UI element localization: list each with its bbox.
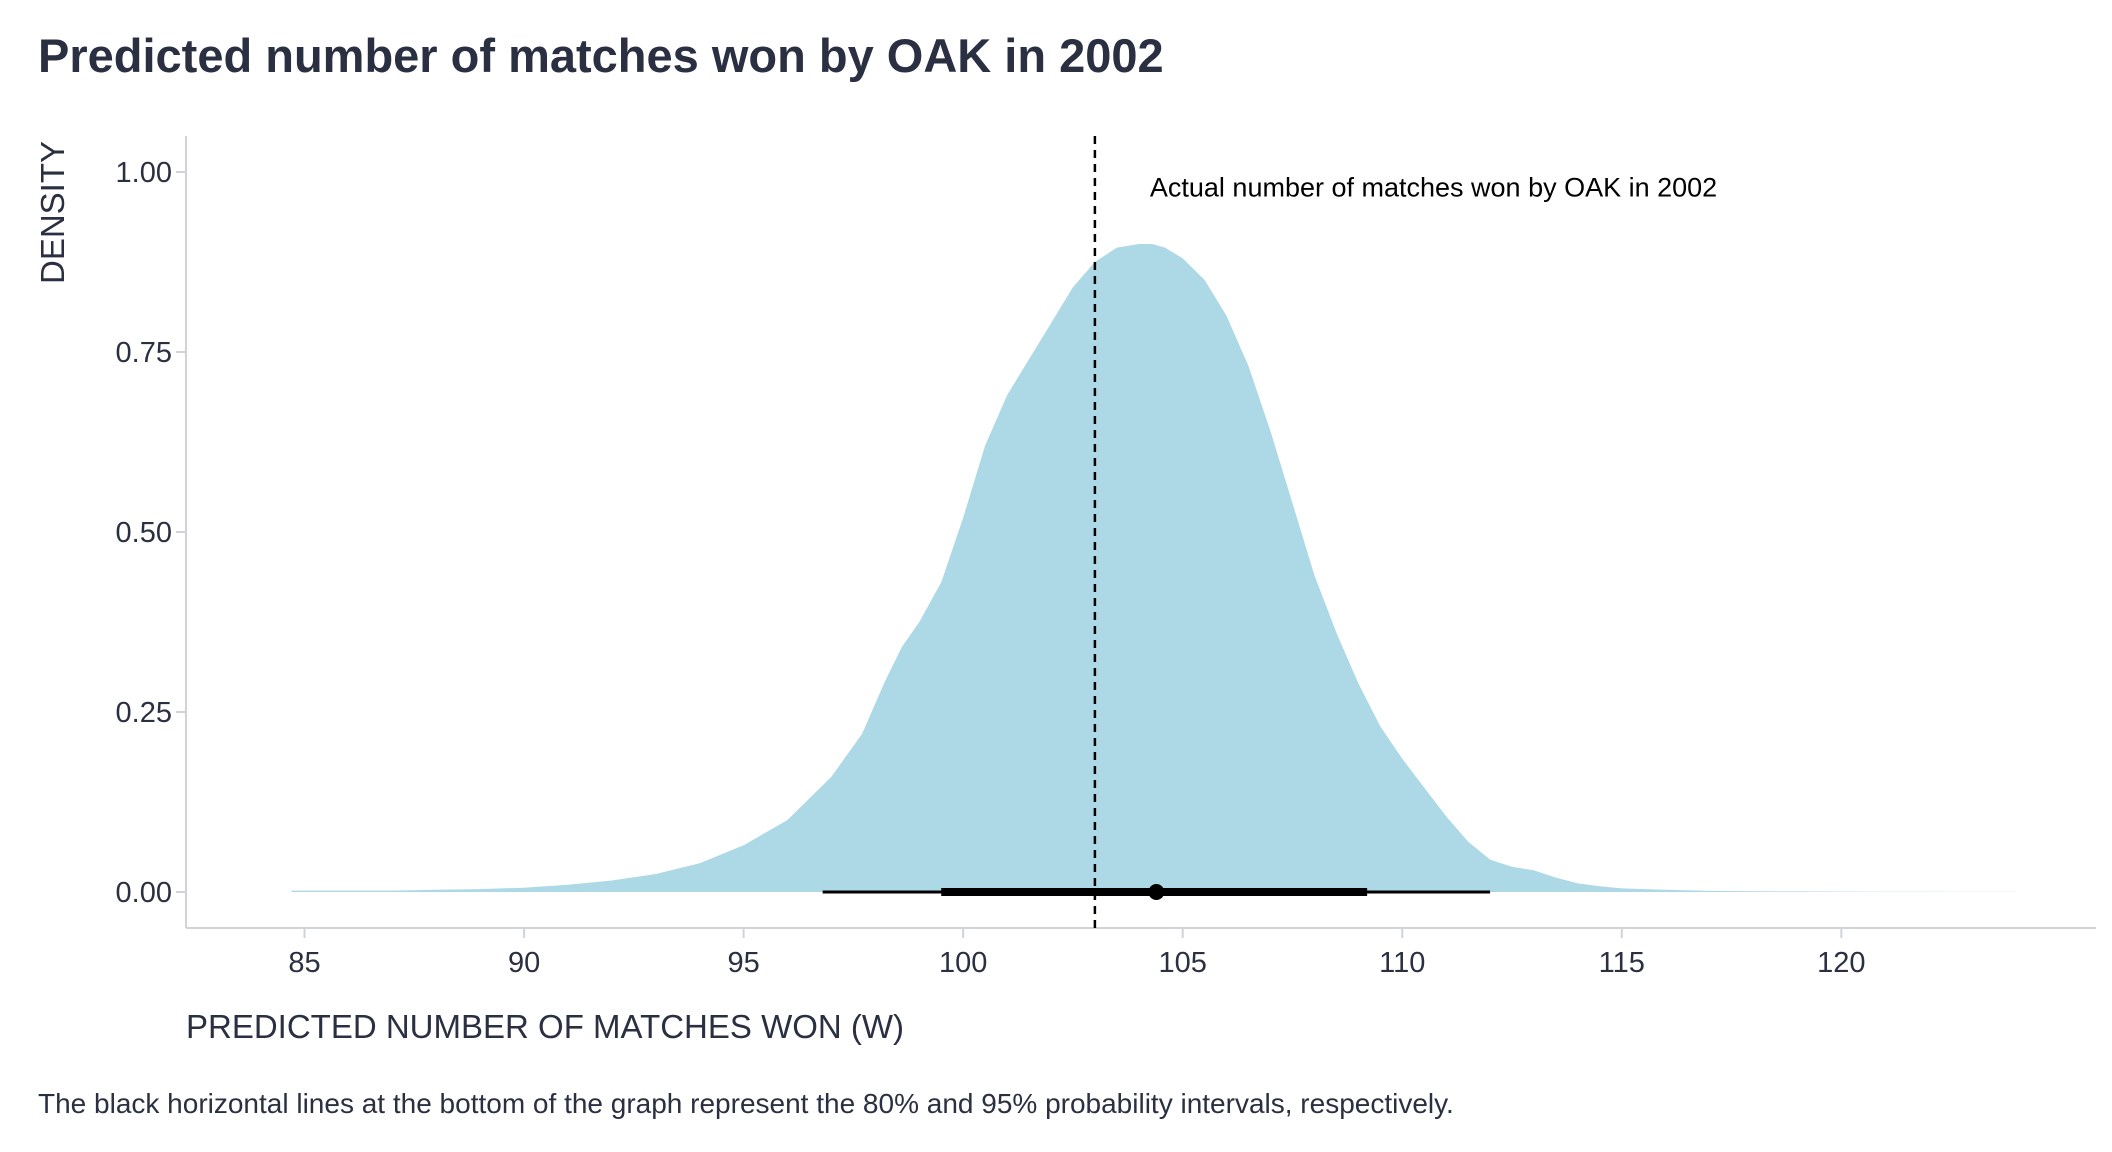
x-tick-label: 85 (288, 947, 320, 979)
y-tick-label: 0.75 (116, 337, 172, 369)
y-ticks: 0.00 0.25 0.50 0.75 1.00 (116, 157, 186, 909)
reference-line-label: Actual number of matches won by OAK in 2… (1150, 172, 1717, 202)
chart-caption: The black horizontal lines at the bottom… (38, 1088, 1454, 1119)
x-tick-label: 110 (1379, 947, 1425, 979)
chart-title: Predicted number of matches won by OAK i… (38, 29, 1164, 82)
density-area (291, 244, 2017, 892)
x-ticks: 85 90 95 100 105 110 115 120 (288, 928, 1866, 979)
point-estimate-dot (1148, 884, 1165, 900)
x-tick-label: 120 (1817, 947, 1865, 979)
x-tick-label: 90 (508, 947, 540, 979)
x-tick-label: 105 (1159, 947, 1207, 979)
x-tick-label: 100 (939, 947, 987, 979)
x-tick-label: 115 (1599, 947, 1645, 979)
y-axis-title: DENSITY (34, 141, 71, 284)
x-tick-label: 95 (727, 947, 759, 979)
x-axis-title: PREDICTED NUMBER OF MATCHES WON (W) (186, 1008, 904, 1045)
y-tick-label: 0.50 (116, 517, 172, 549)
y-tick-label: 1.00 (116, 157, 172, 189)
y-tick-label: 0.00 (116, 877, 172, 909)
y-tick-label: 0.25 (116, 697, 172, 729)
density-chart: 85 90 95 100 105 110 115 120 0.00 0.25 0.50 0.75 1.… (34, 136, 2096, 1045)
